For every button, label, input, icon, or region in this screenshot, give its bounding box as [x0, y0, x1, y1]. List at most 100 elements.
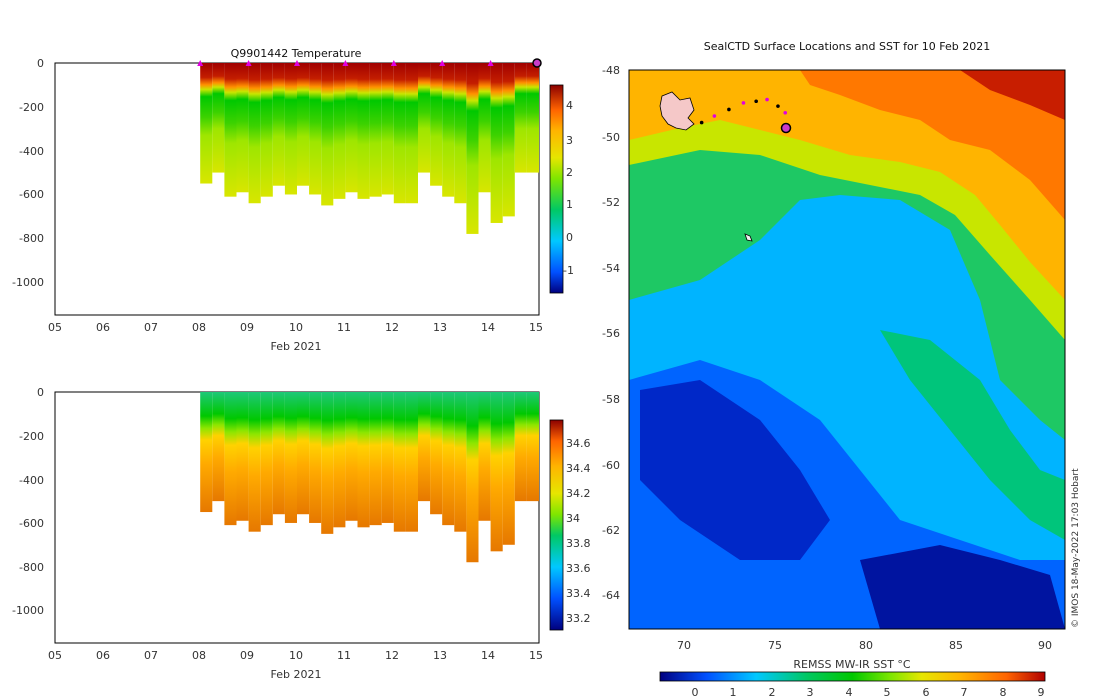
- profile-column: [393, 392, 406, 532]
- sal-x-tick: 12: [385, 649, 399, 662]
- profile-column: [212, 63, 225, 173]
- map-y-tick: -56: [602, 327, 620, 340]
- temperature-surface-markers: [197, 60, 494, 66]
- track-point: [741, 101, 746, 105]
- sal-cbar-tick: 34: [566, 512, 580, 525]
- temperature-title: Q9901442 Temperature: [231, 47, 362, 60]
- temp-x-tick: 08: [192, 321, 206, 334]
- temperature-last-position-marker: [532, 58, 542, 68]
- temp-x-tick: 11: [337, 321, 351, 334]
- salinity-xlabel: Feb 2021: [271, 668, 322, 681]
- sal-x-tick: 11: [337, 649, 351, 662]
- profile-column: [405, 392, 418, 532]
- temp-cbar-tick: 1: [566, 198, 573, 211]
- temp-y-tick: -400: [19, 145, 44, 158]
- profile-column: [272, 392, 285, 515]
- surface-marker: [390, 60, 397, 66]
- profile-column: [333, 63, 346, 199]
- profile-column: [369, 392, 382, 526]
- temp-y-tick: 0: [37, 57, 44, 70]
- profile-column: [345, 63, 358, 193]
- salinity-x-axis: 05 06 07 08 09 10 11 12 13 14 15 Feb 202…: [48, 649, 543, 681]
- sal-cbar-tick: 33.2: [566, 612, 591, 625]
- profile-column: [502, 63, 515, 217]
- profile-column: [200, 63, 213, 184]
- map-y-tick: -54: [602, 262, 620, 275]
- profile-column: [357, 63, 370, 199]
- profile-column: [430, 63, 443, 186]
- kerguelen-island-landmass: [659, 91, 695, 131]
- profile-column: [526, 63, 539, 173]
- salinity-panel: 05 06 07 08 09 10 11 12 13 14 15 Feb 202…: [12, 386, 590, 681]
- sst-cbar-tick: 5: [884, 686, 891, 699]
- profile-column: [236, 392, 249, 521]
- profile-column: [502, 392, 515, 545]
- map-last-position-marker: [780, 122, 792, 134]
- temp-x-tick: 07: [144, 321, 158, 334]
- temp-y-tick: -1000: [12, 276, 44, 289]
- sal-cbar-tick: 34.6: [566, 437, 591, 450]
- profile-column: [514, 392, 527, 502]
- sst-map-panel: SealCTD Surface Locations and SST for 10…: [602, 40, 1081, 699]
- track-point: [699, 120, 704, 125]
- profile-column: [248, 392, 261, 532]
- sst-colorbar-label: REMSS MW-IR SST °C: [793, 658, 911, 671]
- heard-island-landmass: [744, 233, 753, 242]
- sal-x-tick: 08: [192, 649, 206, 662]
- temp-x-tick: 09: [240, 321, 254, 334]
- profile-column: [297, 392, 310, 515]
- surface-marker: [294, 60, 300, 66]
- sst-hotspot-region: [960, 70, 1065, 120]
- temp-x-tick: 13: [433, 321, 447, 334]
- temperature-panel: Q9901442 Temperature 05 06 07 08 09 10 1…: [12, 47, 574, 353]
- salinity-y-axis: 0 -200 -400 -600 -800 -1000: [12, 386, 44, 617]
- sal-cbar-tick: 33.8: [566, 537, 591, 550]
- sst-cbar-tick: 7: [961, 686, 968, 699]
- map-y-tick: -62: [602, 524, 620, 537]
- map-frame: [628, 69, 1066, 630]
- track-point: [783, 110, 788, 115]
- map-y-tick: -60: [602, 459, 620, 472]
- profile-column: [297, 63, 310, 186]
- temperature-xlabel: Feb 2021: [271, 340, 322, 353]
- profile-column: [345, 392, 358, 521]
- profile-column: [405, 63, 418, 204]
- temp-y-tick: -800: [19, 232, 44, 245]
- profile-column: [466, 63, 479, 234]
- profile-column: [212, 392, 225, 502]
- profile-column: [381, 392, 394, 523]
- sal-x-tick: 10: [289, 649, 303, 662]
- sal-y-tick: -1000: [12, 604, 44, 617]
- temp-x-tick: 10: [289, 321, 303, 334]
- profile-column: [454, 63, 467, 204]
- temperature-colorbar-ticks: 4 3 2 1 0 -1: [563, 99, 574, 277]
- sal-x-tick: 14: [481, 649, 495, 662]
- sal-x-tick: 09: [240, 649, 254, 662]
- profile-column: [514, 63, 527, 173]
- track-point: [765, 97, 769, 102]
- map-x-tick: 90: [1038, 639, 1052, 652]
- temp-x-tick: 05: [48, 321, 62, 334]
- profile-column: [442, 392, 455, 526]
- surface-marker: [197, 60, 204, 66]
- profile-column: [442, 63, 455, 197]
- temperature-colorbar: [549, 84, 564, 294]
- map-x-axis: 70 75 80 85 90: [677, 639, 1052, 652]
- profile-column: [369, 63, 382, 197]
- map-y-axis: -48 -50 -52 -54 -56 -58 -60 -62 -64: [602, 64, 620, 602]
- sal-y-tick: -600: [19, 517, 44, 530]
- temp-y-tick: -600: [19, 188, 44, 201]
- profile-column: [466, 392, 479, 563]
- sst-yellow-band: [629, 120, 1065, 340]
- profile-column: [309, 392, 322, 523]
- profile-column: [236, 63, 249, 193]
- surface-marker: [342, 60, 349, 66]
- temp-cbar-tick: -1: [563, 264, 574, 277]
- track-point: [754, 99, 758, 104]
- sst-green-tongue: [880, 330, 1065, 540]
- temperature-profiles: [200, 63, 539, 234]
- sal-cbar-tick: 34.4: [566, 462, 591, 475]
- sal-x-tick: 07: [144, 649, 158, 662]
- profile-column: [260, 63, 273, 197]
